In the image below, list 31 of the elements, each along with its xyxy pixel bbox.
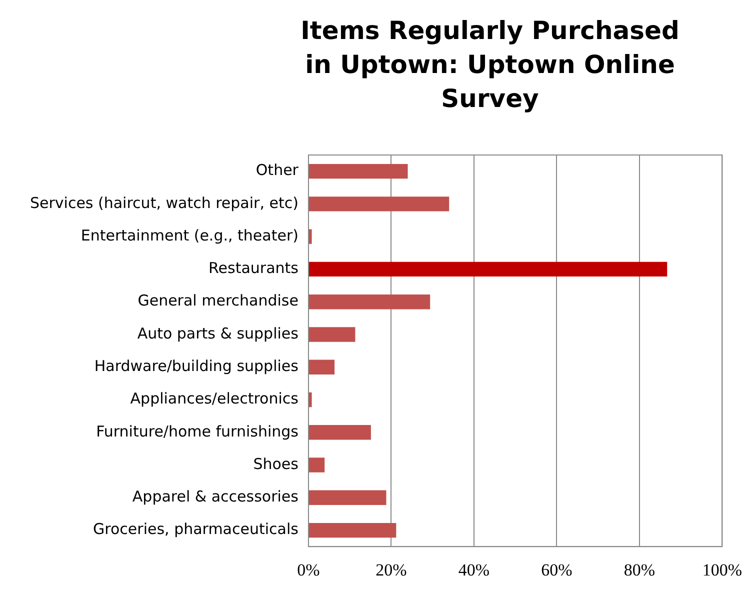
bar [308,360,335,374]
bar [308,522,396,538]
bar [308,327,356,342]
x-tick-label: 0% [297,560,320,580]
y-tick-label: Auto parts & supplies [137,324,299,342]
chart-title: Items Regularly Purchased in Uptown: Uptown Online Survey [300,15,680,115]
y-tick-label: Entertainment (e.g., theater) [80,226,298,244]
bar [308,490,386,505]
bar [308,294,430,310]
bar [308,425,371,440]
bar [308,164,408,179]
y-tick-label: Shoes [253,454,299,473]
y-tick-label: Restaurants [208,259,299,278]
y-tick-label: Services (haircut, watch repair, etc) [30,194,298,212]
y-tick-label: General merchandise [138,292,298,310]
x-tick-label: 100% [702,560,742,580]
x-tick-label: 60% [541,560,572,580]
x-tick-label: 80% [624,560,656,580]
y-tick-label: Hardware/building supplies [94,357,299,376]
x-tick-label: 40% [458,560,490,580]
bar [308,458,325,472]
bar [308,392,312,408]
y-tick-label: Apparel & accessories [132,488,299,506]
bar [308,229,312,244]
y-tick-label: Groceries, pharmaceuticals [93,520,299,538]
y-tick-label: Appliances/electronics [130,390,299,408]
bar [308,196,450,212]
y-tick-label: Furniture/home furnishings [96,422,299,440]
bar [308,262,668,277]
x-tick-label: 20% [376,560,407,580]
y-tick-label: Other [256,161,300,180]
